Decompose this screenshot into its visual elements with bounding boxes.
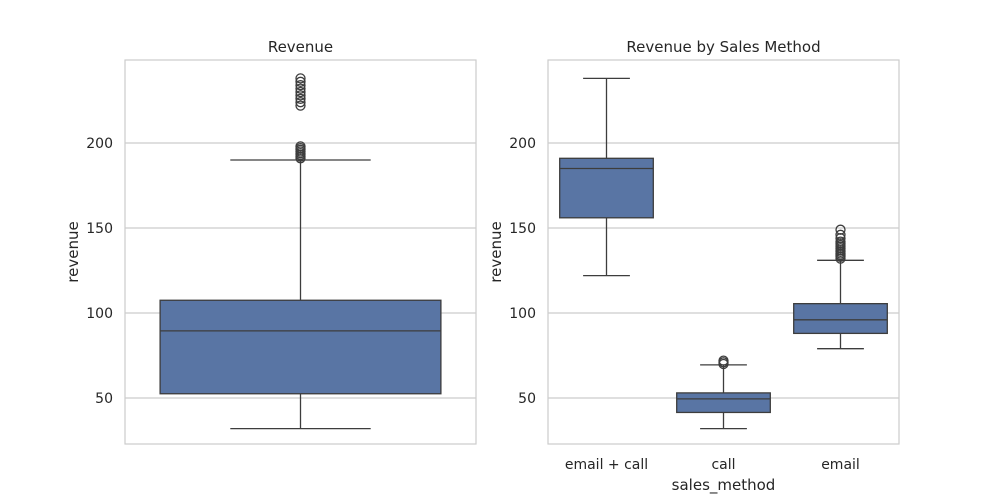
y-axis-label: revenue [64, 221, 82, 282]
y-tick-label: 100 [509, 306, 536, 322]
box-email [793, 224, 888, 350]
outlier-point [295, 76, 306, 87]
y-tick-label: 200 [509, 136, 536, 152]
y-tick-label: 50 [95, 391, 113, 407]
y-tick-labels: 50 100 150 200 [86, 136, 113, 407]
outlier-point [835, 224, 846, 235]
iqr-box [559, 157, 654, 219]
y-tick-label: 100 [86, 306, 113, 322]
outlier-point [295, 83, 306, 94]
outlier-point [295, 73, 306, 84]
plot-frame [547, 59, 900, 445]
outlier-point [718, 355, 729, 366]
y-axis-label: revenue [487, 221, 505, 282]
y-tick-label: 50 [518, 391, 536, 407]
y-tick-labels: 50 100 150 200 [509, 136, 536, 407]
outlier-point [835, 229, 846, 240]
chart-revenue: Revenue revenue 50 100 150 200 [64, 38, 477, 445]
outlier-point [295, 90, 306, 101]
outlier-point [295, 86, 306, 98]
outlier-point [295, 93, 306, 104]
iqr-box [676, 392, 771, 414]
outlier-point [295, 80, 306, 91]
x-tick-labels: email + call call email [565, 457, 860, 473]
x-tick-label: email [821, 457, 860, 473]
chart-title: Revenue by Sales Method [626, 38, 820, 56]
box-series [559, 77, 888, 430]
outlier-point [295, 100, 306, 111]
outlier-point [295, 97, 306, 108]
plot-frame [124, 59, 477, 445]
box-all [159, 73, 442, 430]
y-tick-label: 150 [86, 221, 113, 237]
chart-title: Revenue [268, 38, 333, 56]
chart-revenue-by-sales-method: Revenue by Sales Method revenue sales_me… [487, 38, 900, 495]
outlier-point [295, 141, 306, 152]
outlier-point [835, 236, 846, 247]
iqr-box [793, 302, 888, 335]
y-tick-label: 150 [509, 221, 536, 237]
box-call [676, 355, 771, 430]
iqr-box [159, 299, 442, 395]
x-tick-label: call [711, 457, 735, 473]
box-series [159, 73, 442, 430]
x-tick-label: email + call [565, 457, 648, 473]
box-email-call [559, 77, 654, 277]
x-axis-label: sales_method [672, 476, 776, 495]
y-tick-label: 200 [86, 136, 113, 152]
